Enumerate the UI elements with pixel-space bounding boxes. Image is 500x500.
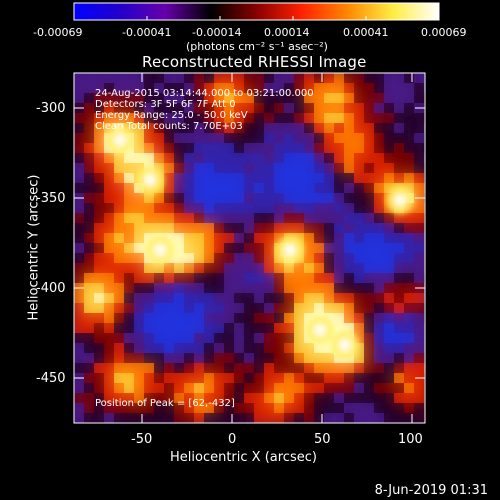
colorbar-tick-label: -0.00041	[122, 26, 172, 39]
footer-timestamp: 8-Jun-2019 01:31	[374, 483, 488, 498]
colorbar	[73, 2, 440, 21]
annotation-time-range: 24-Aug-2015 03:14:44.000 to 03:21:00.000	[95, 88, 314, 99]
annotation-energy-range: Energy Range: 25.0 - 50.0 keV	[95, 110, 248, 121]
annotation-detectors: Detectors: 3F 5F 6F 7F Att 0	[95, 99, 236, 110]
colorbar-tick-label: 0.00069	[421, 26, 467, 39]
y-tick-label: -450	[36, 371, 66, 386]
annotation-total-counts: Clean Total counts: 7.70E+03	[95, 121, 243, 132]
y-tick-label: -300	[36, 101, 66, 116]
colorbar-tick-label: 0.00014	[264, 26, 310, 39]
colorbar-tick-marks	[73, 16, 440, 20]
colorbar-units: (photons cm⁻² s⁻¹ asec⁻²)	[186, 40, 328, 53]
x-tick-label: 50	[314, 432, 331, 447]
x-tick-label: -50	[131, 432, 153, 447]
x-tick-label: 100	[398, 432, 423, 447]
axis-tick-marks	[74, 73, 425, 423]
x-tick-label: 0	[228, 432, 237, 447]
colorbar-tick-label: -0.00069	[33, 26, 83, 39]
colorbar-tick-label: -0.00014	[192, 26, 242, 39]
peak-position-label: Position of Peak = [62,-432]	[95, 398, 235, 409]
x-axis-label: Heliocentric X (arcsec)	[170, 450, 317, 465]
y-axis-label: Heliocentric Y (arcsec)	[26, 174, 42, 321]
y-tick-label: -400	[36, 281, 66, 296]
rhessi-image	[74, 73, 425, 423]
image-title: Reconstructed RHESSI Image	[142, 53, 367, 71]
colorbar-tick-label: 0.00041	[343, 26, 389, 39]
plot-frame	[73, 72, 426, 424]
y-tick-label: -350	[36, 191, 66, 206]
